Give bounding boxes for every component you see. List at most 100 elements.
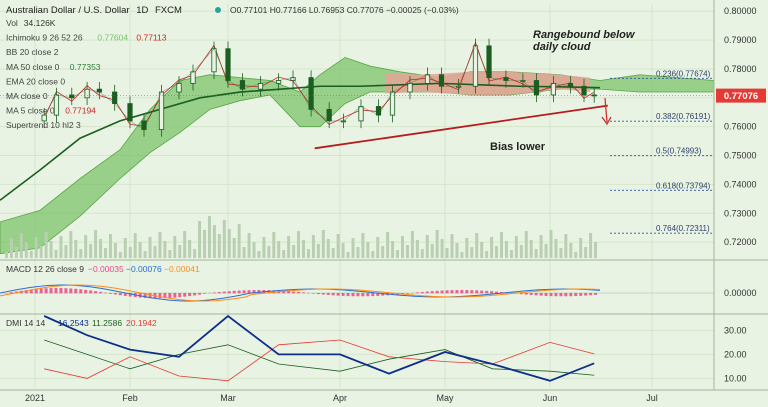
volume-bar (504, 241, 508, 258)
macd-histogram-bar (212, 292, 216, 294)
macd-histogram-bar (316, 293, 320, 295)
volume-bar (148, 237, 152, 258)
macd-histogram-bar (292, 291, 296, 294)
candle-body (550, 82, 557, 96)
macd-histogram-bar (79, 289, 83, 294)
macd-histogram-bar (123, 293, 127, 296)
dmi-series-2 (43, 314, 595, 382)
volume-bar (287, 236, 291, 258)
indicator-label-1: Ichimoku 9 26 52 26 (6, 33, 83, 43)
volume-bar (366, 242, 370, 258)
macd-histogram-bar (460, 290, 464, 294)
volume-bar (574, 252, 578, 258)
volume-bar (74, 240, 78, 258)
volume-bar (59, 236, 63, 258)
candle-body (533, 80, 540, 96)
volume-bar (500, 232, 503, 258)
range-note-line1: Rangebound below (533, 29, 636, 41)
fib-label-0: 0.236(0.77674) (656, 69, 711, 78)
volume-bar (485, 251, 489, 258)
volume-bar (242, 247, 246, 258)
price-tick-6: 0.78000 (724, 64, 757, 74)
volume-bar (435, 230, 439, 258)
volume-bar (554, 239, 558, 258)
macd-histogram-bar (34, 289, 38, 294)
price-tick-2: 0.74000 (724, 179, 757, 189)
volume-bar (89, 244, 93, 258)
price-tick-7: 0.79000 (724, 35, 757, 45)
volume-bar (138, 242, 142, 258)
volume-bar (34, 237, 38, 258)
volume-bar (108, 234, 112, 258)
price-candles (41, 38, 597, 137)
volume-bar (19, 233, 23, 258)
macd-histogram-bar (302, 292, 305, 294)
macd-histogram-bar (371, 293, 375, 297)
macd-histogram-bar (287, 291, 291, 294)
volume-bar (212, 225, 216, 258)
macd-histogram-bar (59, 288, 63, 294)
volume-bar (128, 247, 132, 258)
indicator-legend[interactable]: Vol 34.126K Ichimoku 9 26 52 26 0.77604 0.77… (6, 18, 167, 130)
volume-bar (247, 233, 251, 258)
volume-bar (277, 241, 281, 258)
x-tick-0: 2021 (25, 393, 45, 403)
volume-bar (99, 239, 103, 258)
volume-bar (227, 229, 231, 258)
macd-histogram-bar (29, 289, 33, 294)
volume-bar (405, 245, 409, 258)
dmi-series-0 (44, 339, 595, 376)
macd-histogram-bar (9, 292, 13, 294)
x-tick-6: Jul (646, 393, 658, 403)
macd-histogram-bar (232, 290, 236, 294)
volume-bar (24, 242, 28, 258)
volume-bar (54, 250, 58, 258)
macd-histogram-bar (366, 293, 370, 297)
volume-bar (143, 251, 147, 258)
macd-histogram-bar (193, 293, 197, 296)
dmi-value-1: 11.2586 (92, 318, 122, 328)
indicator-value-0-0: 34.126K (24, 18, 56, 28)
volume-bar (183, 231, 187, 258)
x-tick-2: Mar (220, 393, 236, 403)
macd-histogram-bar (539, 293, 543, 296)
macd-histogram-bar (94, 291, 98, 294)
volume-bar (480, 242, 484, 258)
candle-body (257, 82, 264, 90)
candle-body (472, 45, 479, 87)
macd-tick: 0.00000 (724, 288, 757, 298)
macd-histogram-bar (361, 293, 365, 297)
range-note-line2: daily cloud (533, 41, 591, 53)
indicator-label-0: Vol (6, 18, 18, 28)
volume-bar (450, 234, 454, 258)
volume-bar (475, 233, 479, 258)
volume-bar (316, 244, 320, 258)
volume-bar (153, 246, 157, 258)
macd-histogram-bar (64, 288, 68, 294)
volume-bar (559, 248, 563, 258)
volume-bar (401, 236, 404, 258)
macd-value-1: −0.00076 (126, 264, 162, 274)
macd-histogram-bar (549, 293, 553, 297)
volume-bar (297, 231, 301, 258)
volume-bar (252, 242, 256, 258)
price-tick-4: 0.76000 (724, 122, 757, 132)
macd-histogram-bar (242, 290, 246, 294)
macd-histogram-bar (544, 293, 548, 296)
macd-histogram-bar (257, 290, 261, 294)
volume-bar (361, 233, 365, 258)
macd-histogram-bar (74, 288, 78, 294)
volume-bar (549, 230, 553, 258)
volume-bar (514, 236, 518, 258)
macd-histogram-bar (589, 293, 593, 296)
volume-bar (237, 224, 241, 258)
macd-histogram-bar (104, 292, 107, 294)
volume-bars (5, 216, 598, 258)
macd-histogram-bar (579, 293, 583, 296)
volume-bar (123, 238, 127, 258)
indicator-label-3: MA 50 close 0 (6, 62, 60, 72)
volume-bar (381, 246, 385, 258)
indicator-label-4: EMA 20 close 0 (6, 76, 65, 86)
volume-bar (425, 235, 429, 258)
